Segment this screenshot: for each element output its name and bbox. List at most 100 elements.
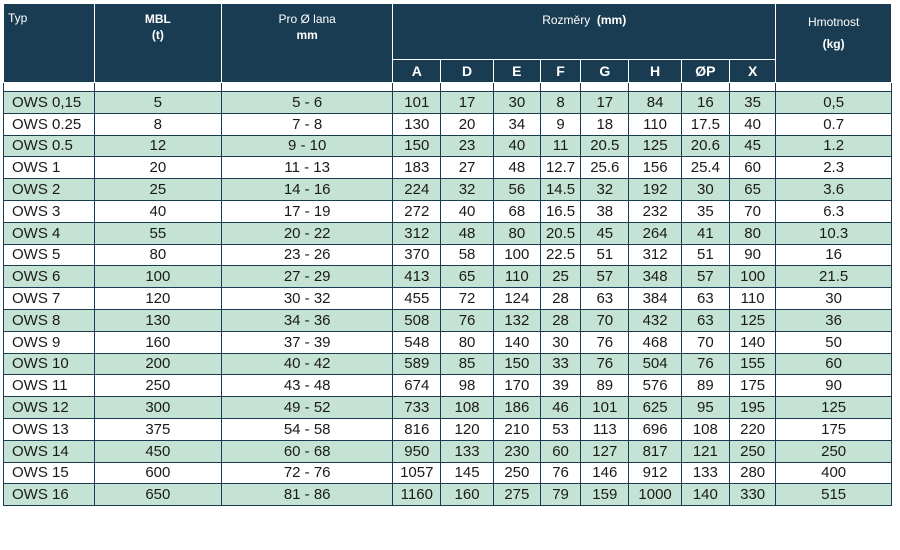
table-row: OWS 0.5 12 9 - 10 150 23 40 11 20.5 125 20.6 45 1.2 (3, 134, 892, 158)
cell-h: 1000 (628, 483, 682, 507)
cell-h: 110 (628, 112, 682, 136)
cell-a: 413 (392, 265, 442, 289)
cell-x: 35 (728, 91, 777, 114)
cell-h: 576 (628, 374, 682, 398)
cell-f: 9 (539, 112, 582, 136)
cell-d: 65 (440, 265, 494, 289)
cell-x: 175 (728, 374, 777, 398)
cell-e: 275 (492, 483, 541, 507)
cell-x: 80 (728, 221, 777, 245)
cell-e: 124 (492, 287, 541, 310)
cell-typ: OWS 4 (3, 221, 95, 245)
cell-g: 18 (580, 112, 630, 136)
header-hmotnost-label: Hmotnost (807, 15, 860, 29)
table-row: OWS 10 200 40 - 42 589 85 150 33 76 504 76 155 60 (3, 352, 892, 376)
table-row: OWS 5 80 23 - 26 370 58 100 22.5 51 312 51 90 16 (3, 243, 892, 267)
cell-g: 101 (580, 396, 630, 419)
cell-typ: OWS 9 (3, 330, 95, 354)
cell-p: 121 (680, 439, 730, 463)
cell-x: 250 (728, 439, 777, 463)
cell-f: 79 (539, 483, 582, 507)
cell-h: 125 (628, 134, 682, 158)
cell-d: 40 (440, 199, 494, 223)
cell-typ: OWS 8 (3, 308, 95, 332)
cell-h: 625 (628, 396, 682, 419)
cell-pro-lana: 49 - 52 (221, 396, 394, 419)
cell-mbl: 375 (93, 417, 223, 441)
table-row: OWS 16 650 81 - 86 1160 160 275 79 159 1000 140 33… (3, 483, 892, 507)
cell-f: 20.5 (539, 221, 582, 245)
cell-hmotnost: 0.7 (775, 112, 892, 136)
header-hmotnost: Hmotnost (kg) (775, 3, 892, 83)
cell-mbl: 650 (93, 483, 223, 507)
cell-pro-lana: 17 - 19 (221, 199, 394, 223)
cell-hmotnost: 0,5 (775, 91, 892, 114)
cell-hmotnost: 125 (775, 396, 892, 419)
cell-p: 108 (680, 417, 730, 441)
cell-p: 76 (680, 352, 730, 376)
cell-h: 817 (628, 439, 682, 463)
cell-x: 60 (728, 156, 777, 180)
cell-p: 17.5 (680, 112, 730, 136)
cell-x: 125 (728, 308, 777, 332)
cell-d: 85 (440, 352, 494, 376)
header-dim-x: X (728, 59, 777, 83)
cell-x: 155 (728, 352, 777, 376)
cell-h: 348 (628, 265, 682, 289)
cell-e: 210 (492, 417, 541, 441)
cell-h: 232 (628, 199, 682, 223)
cell-g: 20.5 (580, 134, 630, 158)
cell-hmotnost: 30 (775, 287, 892, 310)
header-rozmery: Rozměry (mm) (392, 3, 777, 60)
cell-typ: OWS 14 (3, 439, 95, 463)
header-typ: Typ (3, 3, 95, 83)
cell-e: 250 (492, 461, 541, 485)
cell-h: 264 (628, 221, 682, 245)
cell-g: 127 (580, 439, 630, 463)
header-pro-lana-unit: mm (296, 28, 318, 42)
cell-f: 22.5 (539, 243, 582, 267)
spacer-cell (93, 82, 223, 92)
spacer-cell (221, 82, 394, 92)
header-dim-d: D (440, 59, 494, 83)
cell-x: 330 (728, 483, 777, 507)
spacer-cell (539, 82, 582, 92)
cell-f: 39 (539, 374, 582, 398)
cell-a: 150 (392, 134, 442, 158)
cell-f: 33 (539, 352, 582, 376)
header-mbl: MBL (t) (93, 3, 223, 83)
cell-a: 312 (392, 221, 442, 245)
cell-hmotnost: 400 (775, 461, 892, 485)
table-row: OWS 7 120 30 - 32 455 72 124 28 63 384 63 110 30 (3, 287, 892, 310)
spacer-cell (440, 82, 494, 92)
cell-typ: OWS 15 (3, 461, 95, 485)
cell-h: 696 (628, 417, 682, 441)
cell-typ: OWS 10 (3, 352, 95, 376)
cell-d: 160 (440, 483, 494, 507)
header-dim-f: F (539, 59, 582, 83)
cell-x: 90 (728, 243, 777, 267)
spacer-cell (580, 82, 630, 92)
cell-pro-lana: 34 - 36 (221, 308, 394, 332)
cell-e: 68 (492, 199, 541, 223)
spacer-cell (628, 82, 682, 92)
cell-hmotnost: 1.2 (775, 134, 892, 158)
cell-mbl: 120 (93, 287, 223, 310)
cell-a: 1160 (392, 483, 442, 507)
cell-h: 312 (628, 243, 682, 267)
cell-x: 110 (728, 287, 777, 310)
cell-f: 8 (539, 91, 582, 114)
cell-x: 100 (728, 265, 777, 289)
cell-typ: OWS 13 (3, 417, 95, 441)
cell-mbl: 160 (93, 330, 223, 354)
table-row: OWS 12 300 49 - 52 733 108 186 46 101 625 95 195 12… (3, 396, 892, 419)
table-row: OWS 0.25 8 7 - 8 130 20 34 9 18 110 17.5 40 0.7 (3, 112, 892, 136)
cell-a: 455 (392, 287, 442, 310)
cell-typ: OWS 0.5 (3, 134, 95, 158)
cell-typ: OWS 11 (3, 374, 95, 398)
table-row: OWS 1 20 11 - 13 183 27 48 12.7 25.6 156 25.4 60 2.… (3, 156, 892, 180)
cell-hmotnost: 50 (775, 330, 892, 354)
cell-h: 432 (628, 308, 682, 332)
cell-mbl: 40 (93, 199, 223, 223)
table-row: OWS 14 450 60 - 68 950 133 230 60 127 817 121 250 2… (3, 439, 892, 463)
